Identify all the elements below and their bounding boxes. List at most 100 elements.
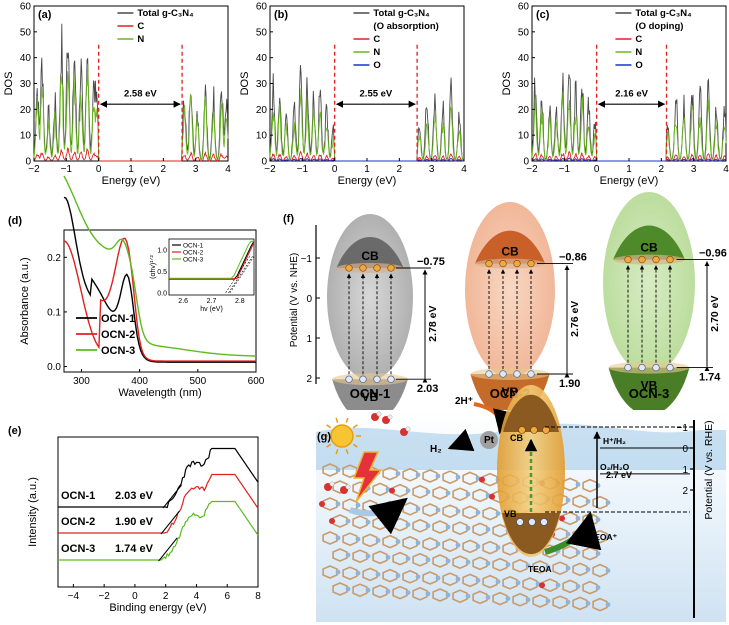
panel-label: (b) xyxy=(274,9,288,21)
y-tick-label: 0 xyxy=(261,157,267,168)
hole xyxy=(540,518,548,526)
inset-y-label: (αhv)¹ᐟ² xyxy=(150,254,157,278)
y-tick-label: 2 xyxy=(682,486,688,497)
electron xyxy=(638,256,646,264)
nitrogen-atom xyxy=(375,504,381,509)
nitrogen-atom xyxy=(475,578,481,583)
vb-value: 1.74 xyxy=(699,372,721,384)
lattice-ring xyxy=(532,560,548,574)
inset-legend-label: OCN-2 xyxy=(183,250,204,257)
y-tick-label: 30 xyxy=(20,79,32,90)
nitrogen-atom xyxy=(475,544,481,549)
nitrogen-atom xyxy=(565,565,571,571)
lattice-ring xyxy=(422,571,438,585)
nitrogen-atom xyxy=(595,551,601,556)
x-tick-label: 1 xyxy=(364,164,370,175)
x-tick-label: 3 xyxy=(691,164,697,175)
panel-label: (a) xyxy=(38,9,52,21)
y-tick-label: 0.1 xyxy=(47,307,61,318)
row-name: OCN-1 xyxy=(61,490,95,502)
dos-n-line xyxy=(33,63,229,162)
y-tick-label: 30 xyxy=(518,79,530,90)
row-name: OCN-2 xyxy=(61,516,95,528)
row-value: 2.03 eV xyxy=(115,490,154,502)
lattice-ring xyxy=(542,578,558,593)
lattice-ring xyxy=(342,566,358,581)
gap-label: 2.78 eV xyxy=(427,305,439,341)
y-tick-label: 10 xyxy=(256,131,268,142)
lattice-ring xyxy=(572,562,588,577)
x-tick-label: −2 xyxy=(526,164,538,175)
panel-label: (f) xyxy=(283,213,294,225)
lattice-ring xyxy=(472,590,488,605)
vb-cap xyxy=(608,367,690,416)
row-value: 1.90 eV xyxy=(115,516,154,528)
gap-label: 2.58 eV xyxy=(124,88,157,99)
nitrogen-atom xyxy=(345,552,351,558)
cb-disc xyxy=(613,254,685,265)
lattice-ring xyxy=(522,577,538,591)
x-tick-label: −1 xyxy=(61,164,73,175)
x-axis-label: Energy (eV) xyxy=(338,175,397,187)
nitrogen-atom xyxy=(605,602,611,607)
xps-curve-3 xyxy=(58,500,259,561)
electron xyxy=(527,260,535,268)
nitrogen-atom xyxy=(425,489,431,495)
nitrogen-atom xyxy=(435,575,441,581)
electron xyxy=(530,426,538,434)
lattice-ring xyxy=(422,537,438,551)
y-tick-label: 10 xyxy=(20,131,32,142)
legend-label: Total g-C₃N₄ xyxy=(137,8,194,19)
sun-ray xyxy=(335,417,339,423)
lattice-ring xyxy=(432,554,448,568)
legend-label: N xyxy=(635,47,642,58)
panel-e-xps-chart: OCN-1 2.03 eV OCN-2 1.90 eV OCN-3 1.74 eV −4 −2… xyxy=(8,425,261,614)
lattice-ring xyxy=(552,561,568,576)
nitrogen-atom xyxy=(525,563,531,569)
x-tick-label: 600 xyxy=(248,376,265,387)
nitrogen-atom xyxy=(355,570,361,576)
cb-cap xyxy=(474,230,546,264)
lattice-ring xyxy=(532,594,548,608)
hole xyxy=(513,370,521,378)
lattice-ring xyxy=(412,586,428,601)
nitrogen-atom xyxy=(455,474,461,480)
lattice-ring xyxy=(432,588,448,602)
nitrogen-atom xyxy=(585,601,591,606)
x-tick-label: 8 xyxy=(255,591,261,602)
nitrogen-atom xyxy=(405,488,411,493)
electron xyxy=(666,256,674,264)
y-axis-label: DOS xyxy=(239,72,251,96)
nitrogen-atom xyxy=(385,521,391,526)
nitrogen-atom xyxy=(595,585,601,590)
nitrogen-atom xyxy=(335,501,341,507)
x-tick-label: 4 xyxy=(194,591,200,602)
band-ellipse-1: CB VB −0.75 2.03 2.78 eV OCN-1 xyxy=(327,214,445,423)
lattice-ring xyxy=(592,495,608,510)
legend-label: O xyxy=(373,60,380,71)
x-tick-label: −2 xyxy=(264,164,276,175)
lattice-ring xyxy=(462,573,478,588)
x-tick-label: 2 xyxy=(397,164,403,175)
vb-value: 2.03 xyxy=(417,383,438,395)
lattice-ring xyxy=(472,556,488,571)
x-tick-label: −2 xyxy=(28,164,40,175)
lattice-ring xyxy=(422,503,438,517)
legend-label: OCN-3 xyxy=(101,345,135,357)
y-tick-label: 20 xyxy=(256,105,268,116)
vb-label: VB xyxy=(641,379,658,393)
inset-y-tick-label: 1.0 xyxy=(157,247,167,254)
hole xyxy=(528,518,536,526)
x-tick-label: 0 xyxy=(96,164,102,175)
teoa-label: TEOA xyxy=(528,564,552,574)
nitrogen-atom xyxy=(365,519,371,525)
nitrogen-atom xyxy=(495,579,501,584)
cb-cap xyxy=(613,225,685,260)
vb-value: 1.90 xyxy=(559,378,580,390)
sample-name: OCN-3 xyxy=(629,386,669,401)
lattice-ring xyxy=(432,486,448,500)
edge-tangent xyxy=(160,510,180,535)
vb-label: VB xyxy=(362,390,379,404)
lattice-ring xyxy=(592,597,608,612)
